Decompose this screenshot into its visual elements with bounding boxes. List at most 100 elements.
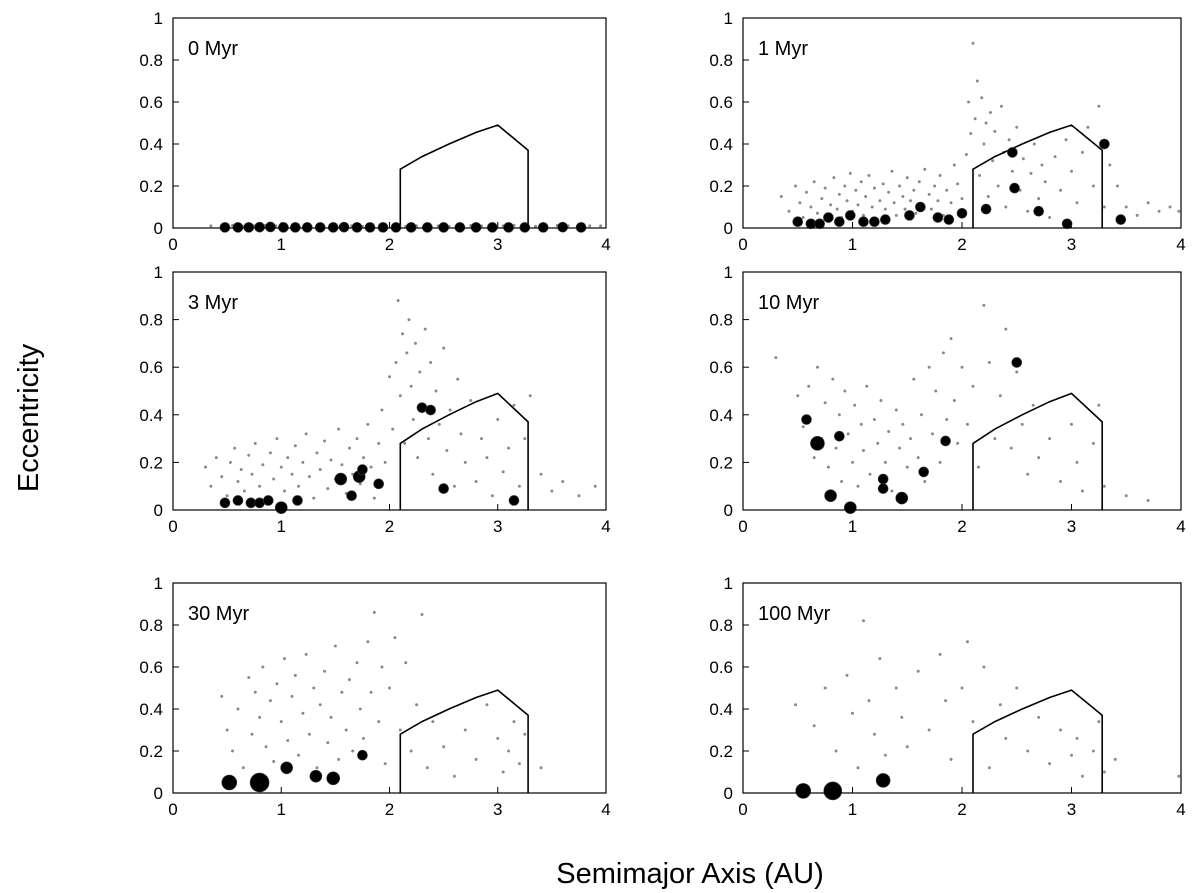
y-tick-label: 0.4 [709,700,733,719]
tiny-body-point [982,665,986,669]
y-tick-label: 0.2 [139,742,163,761]
tiny-body-point [272,477,276,481]
tiny-body-point [996,184,1000,188]
tiny-body-point [396,299,400,303]
tiny-body-point [501,470,505,474]
tiny-body-point [930,432,934,436]
large-body-point [405,222,417,233]
tiny-body-point [415,703,419,707]
tiny-body-point [264,745,268,749]
tiny-body-point [1048,437,1052,441]
tiny-body-point [900,715,904,719]
tiny-body-point [1026,749,1030,753]
large-body-point [274,501,288,514]
tiny-body-point [912,188,916,192]
tiny-body-point [391,427,395,431]
tiny-body-point [423,327,427,331]
tiny-body-point [845,199,849,203]
tiny-body-point [242,489,246,493]
tiny-body-point [998,394,1002,398]
tiny-body-point [456,377,460,381]
tiny-body-point [225,494,229,498]
tiny-body-point [984,121,988,125]
tiny-body-point [1015,125,1019,129]
tiny-body-point [1102,484,1106,488]
large-body-point [869,216,880,227]
large-body-point [327,222,339,233]
tiny-body-point [409,384,413,388]
tiny-body-point [347,678,351,682]
tiny-body-point [507,749,511,753]
tiny-body-point [1026,209,1030,213]
large-body-point [438,483,449,494]
tiny-body-point [1004,205,1008,209]
tiny-body-point [823,686,827,690]
y-tick-label: 1 [154,574,163,593]
large-body-point [801,414,812,425]
region-outline [399,689,529,793]
tiny-body-point [820,197,824,201]
large-body-point [1033,205,1044,217]
y-tick-label: 0.2 [709,742,733,761]
y-tick-label: 0.6 [139,658,163,677]
tiny-body-point [463,728,467,732]
tiny-body-point [398,394,402,398]
tiny-body-point [868,472,872,476]
tiny-body-point [965,640,969,644]
tiny-body-point [1146,201,1150,205]
tiny-body-point [856,766,860,770]
tiny-body-point [883,753,887,757]
tiny-body-point [388,686,391,690]
tiny-body-point [233,446,237,450]
tiny-body-point [228,460,232,464]
tiny-body-point [890,169,894,173]
tiny-body-point [383,460,387,464]
tiny-body-point [883,460,887,464]
large-body-point [877,483,889,494]
tiny-body-point [964,153,968,156]
tiny-body-point [801,425,805,429]
large-body-point [823,781,843,801]
tiny-body-point [286,739,290,742]
large-body-point [373,478,384,490]
large-body-point [487,222,498,233]
y-tick-label: 1 [724,9,733,28]
tiny-body-point [293,673,297,677]
y-tick-label: 0.8 [709,51,733,70]
large-body-point [1011,357,1023,368]
tiny-body-point [887,190,891,194]
large-body-point [280,761,293,775]
tiny-body-point [1157,209,1161,213]
large-body-point [454,222,466,233]
large-body-point [254,221,265,233]
tiny-body-point [898,184,902,188]
tiny-body-point [496,736,500,740]
large-body-point [1061,218,1073,230]
tiny-body-point [879,399,883,403]
tiny-body-point [474,479,478,483]
tiny-body-point [290,694,294,698]
tiny-body-point [987,360,991,364]
tiny-body-point [490,494,494,498]
tiny-body-point [528,394,532,398]
tiny-body-point [986,195,990,198]
region-outline [972,392,1103,510]
tiny-body-point [1075,201,1079,205]
tiny-body-point [927,365,931,369]
tiny-body-point [286,456,290,460]
large-body-point [470,222,482,233]
large-body-point [537,222,549,233]
large-body-point [243,222,255,233]
y-tick-label: 1 [154,263,163,282]
tiny-body-point [909,199,913,203]
tiny-body-point [282,489,286,493]
large-body-point [932,212,944,223]
large-body-point [301,222,313,233]
x-tick-label: 4 [601,517,610,536]
tiny-body-point [380,665,384,669]
panel-title: 1 Myr [758,38,808,60]
large-body-point [795,783,812,799]
tiny-body-point [861,449,865,452]
tiny-body-point [250,732,254,736]
tiny-body-point [448,408,452,412]
